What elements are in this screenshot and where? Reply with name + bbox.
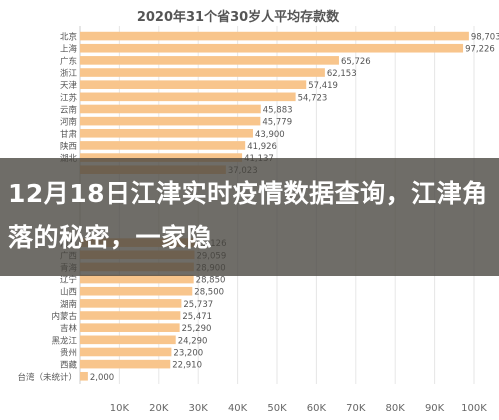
category-label: 上海 (60, 44, 78, 55)
bar (80, 43, 464, 53)
headline-banner (0, 158, 499, 276)
bar (80, 371, 88, 381)
category-label: 内蒙古 (51, 311, 77, 322)
value-label: 25,471 (182, 312, 212, 322)
value-label: 41,926 (247, 142, 277, 152)
value-label: 25,737 (183, 300, 213, 310)
bar (80, 104, 261, 114)
value-label: 2,000 (90, 373, 114, 383)
category-label: 湖南 (60, 299, 77, 310)
x-tick-label: 70K (346, 403, 366, 414)
bar (80, 68, 325, 77)
category-label: 陕西 (60, 141, 77, 152)
bar (80, 311, 181, 320)
x-tick-label: 30K (189, 403, 209, 414)
category-label: 西藏 (60, 360, 78, 371)
bar (80, 335, 176, 345)
x-tick-label: 20K (149, 403, 169, 414)
category-label: 黑龙江 (51, 335, 77, 346)
category-label: 江苏 (60, 92, 78, 103)
bar (80, 286, 193, 296)
bar (80, 80, 307, 89)
category-label: 广东 (60, 56, 77, 67)
value-label: 97,226 (465, 45, 495, 55)
bar (80, 323, 180, 332)
x-tick-label: 40K (228, 403, 248, 414)
value-label: 45,779 (262, 118, 292, 128)
bar (80, 347, 172, 357)
x-tick-label: 80K (386, 403, 406, 414)
bar (80, 141, 246, 150)
x-tick-label: 60K (307, 403, 327, 414)
bar (80, 116, 261, 126)
bar (80, 56, 339, 65)
chart-title: 2020年31个省30岁人平均存款数 (137, 9, 340, 25)
value-label: 98,703 (471, 33, 499, 43)
value-label: 54,723 (298, 93, 328, 103)
bar (80, 153, 243, 162)
x-tick-label: 90K (425, 403, 445, 414)
value-label: 28,500 (194, 288, 224, 298)
bar (80, 359, 171, 369)
category-label: 山西 (60, 287, 77, 298)
value-label: 43,900 (255, 130, 285, 140)
value-label: 65,726 (341, 57, 371, 67)
value-label: 23,200 (173, 348, 203, 358)
bar (80, 299, 182, 308)
value-label: 22,910 (172, 361, 202, 371)
category-label: 吉林 (60, 323, 78, 334)
x-tick-label: 10K (110, 403, 130, 414)
category-label: 贵州 (60, 347, 77, 358)
value-label: 45,883 (263, 105, 293, 115)
value-label: 24,290 (178, 336, 208, 346)
bar (80, 31, 469, 41)
category-label: 甘肃 (60, 129, 78, 140)
bar (80, 128, 253, 138)
category-label: 辽宁 (60, 275, 77, 286)
x-axis: 10K 20K 30K 40K 50K 60K 70K 80K 90K 100K (110, 403, 488, 414)
category-label: 北京 (60, 32, 77, 43)
headline-text: 12月18日江津实时疫情数据查询，江津角落的秘密，一家隐 (8, 179, 488, 252)
bar (80, 274, 194, 284)
value-label: 25,290 (182, 324, 212, 334)
bar (80, 92, 296, 102)
value-label: 28,850 (196, 276, 226, 286)
category-label: 浙江 (60, 68, 78, 79)
category-label: 云南 (60, 104, 77, 115)
category-label: 天津 (60, 80, 78, 91)
value-label: 62,153 (327, 69, 357, 79)
category-label: 河南 (60, 117, 77, 128)
value-label: 57,419 (308, 81, 338, 91)
category-label: 台湾（未统计） (17, 372, 77, 383)
x-tick-label: 50K (267, 403, 287, 414)
x-tick-label: 100K (461, 403, 487, 414)
